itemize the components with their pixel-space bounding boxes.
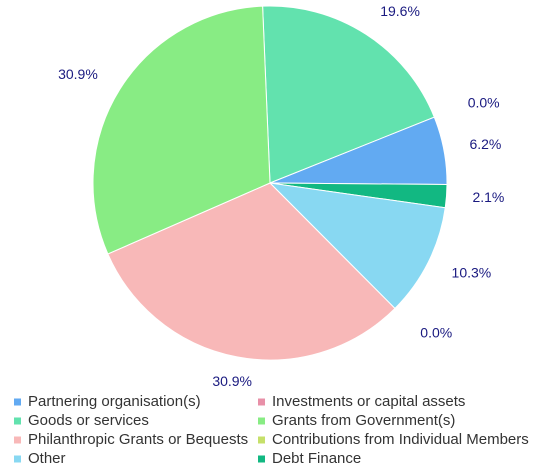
pie-slice (262, 5, 435, 184)
legend-label: Philanthropic Grants or Bequests (28, 431, 248, 448)
legend-swatch (258, 417, 265, 425)
legend-swatch (14, 398, 21, 406)
legend-swatch (14, 417, 21, 425)
data-label: 10.3% (452, 265, 492, 281)
legend-label: Contributions from Individual Members (272, 431, 529, 448)
data-label: 6.2% (469, 136, 501, 152)
legend-label: Partnering organisation(s) (28, 393, 201, 410)
data-label: 19.6% (380, 3, 420, 19)
legend-label: Grants from Government(s) (272, 412, 455, 429)
data-label: 30.9% (58, 66, 98, 82)
legend-swatch (258, 436, 265, 444)
pie-slice (268, 182, 446, 310)
legend-label: Investments or capital assets (272, 393, 465, 410)
data-label: 0.0% (420, 325, 452, 341)
data-label: 0.0% (468, 94, 500, 110)
legend-label: Other (28, 450, 66, 467)
pie-slice (92, 5, 271, 255)
pie-slice (107, 182, 396, 361)
legend-label: Goods or services (28, 412, 149, 429)
data-label: 2.1% (472, 189, 504, 205)
legend-swatch (14, 436, 21, 444)
legend-label: Debt Finance (272, 450, 361, 467)
legend-swatch (258, 455, 265, 463)
legend-swatch (258, 398, 265, 406)
data-label: 30.9% (212, 373, 252, 389)
legend-swatch (14, 455, 21, 463)
